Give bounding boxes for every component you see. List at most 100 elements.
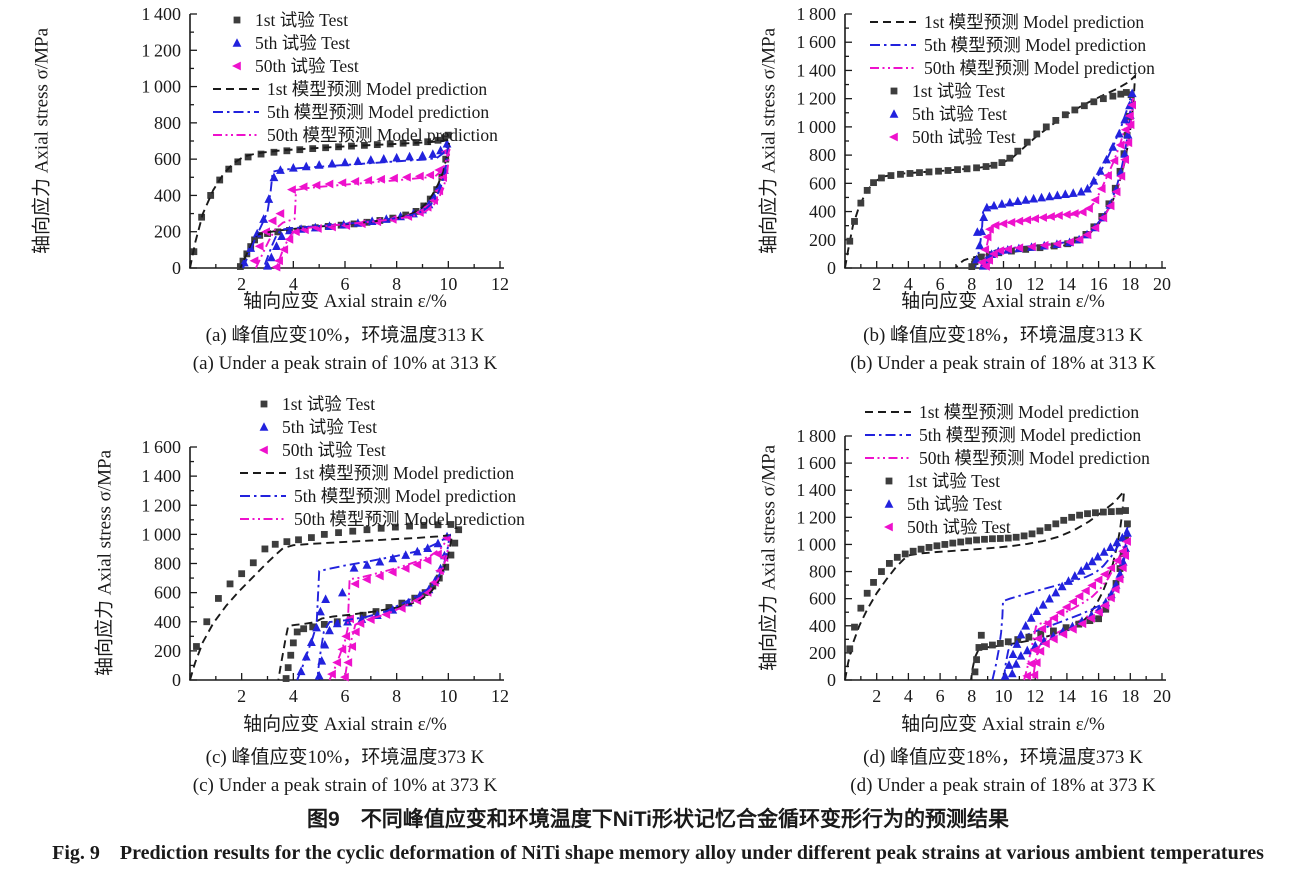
- square-marker: [234, 158, 242, 166]
- square-marker: [1044, 524, 1052, 531]
- square-marker: [1090, 98, 1098, 106]
- triangle-up-marker: [1052, 190, 1062, 200]
- square-marker: [1084, 510, 1091, 518]
- subcaption-a-en: (a) Under a peak strain of 10% at 313 K: [192, 353, 498, 374]
- square-marker: [1107, 508, 1115, 516]
- triangle-left-marker: [438, 173, 447, 183]
- square-marker: [917, 545, 925, 553]
- curve-1st 模型预测 Model prediction: [189, 138, 451, 269]
- triangle-left-marker: [1111, 187, 1121, 197]
- square-marker: [1022, 245, 1030, 253]
- y-tick-label: 1 400: [141, 4, 181, 24]
- triangle-left-marker: [1103, 171, 1112, 180]
- square-marker: [270, 148, 278, 156]
- square-marker: [1020, 532, 1028, 540]
- square-marker: [1052, 116, 1060, 124]
- y-axis-title-d: 轴向应力 Axial stress σ/MPa: [758, 444, 780, 672]
- x-tick-label: 10: [995, 686, 1013, 706]
- square-marker: [308, 534, 315, 541]
- triangle-left-marker: [1120, 551, 1130, 560]
- square-marker: [207, 192, 215, 199]
- square-marker: [1076, 511, 1083, 519]
- y-tick-label: 0: [172, 258, 181, 278]
- square-marker: [990, 161, 998, 169]
- triangle-up-marker: [884, 499, 894, 508]
- triangle-up-marker: [232, 38, 242, 47]
- triangle-up-marker: [263, 261, 272, 270]
- subcaption-b-zh: (b) 峰值应变18%，环境温度313 K: [863, 325, 1143, 346]
- square-marker: [977, 253, 985, 261]
- triangle-up-marker: [1076, 186, 1086, 196]
- triangle-left-marker: [414, 171, 424, 181]
- triangle-left-marker: [982, 232, 992, 242]
- square-marker: [411, 594, 419, 602]
- triangle-up-marker: [1057, 581, 1067, 591]
- x-tick-label: 6: [936, 686, 945, 706]
- subplot-b: 2 4 6 8 10 12 14 16 18 20 0 200 400 600 800 1 000 1 200 1…: [658, 0, 1316, 400]
- triangle-left-marker: [1035, 646, 1045, 656]
- y-tick-label: 800: [154, 113, 181, 133]
- x-tick-label: 4: [904, 274, 913, 294]
- square-marker: [287, 651, 295, 659]
- square-marker: [1036, 527, 1044, 535]
- triangle-up-marker: [259, 422, 269, 431]
- triangle-up-marker: [1045, 593, 1054, 603]
- triangle-left-marker: [361, 575, 371, 584]
- curve-1st 模型预测 Model prediction: [844, 488, 1126, 681]
- x-tick-label: 12: [491, 686, 509, 706]
- x-tick-label: 18: [1121, 686, 1139, 706]
- triangle-up-marker: [296, 666, 306, 676]
- square-marker: [244, 153, 252, 161]
- triangle-up-marker: [1038, 599, 1048, 609]
- triangle-left-marker: [1120, 125, 1130, 135]
- square-marker: [406, 522, 413, 530]
- x-tick-label: 10: [439, 274, 457, 294]
- triangle-left-marker: [1052, 239, 1062, 249]
- square-marker: [289, 639, 297, 647]
- triangle-left-marker: [1061, 210, 1071, 219]
- curve-50th 模型预测 Model prediction: [255, 148, 451, 269]
- triangle-left-marker: [355, 619, 365, 628]
- triangle-up-marker: [997, 199, 1007, 208]
- square-marker: [300, 625, 308, 633]
- square-marker: [897, 170, 904, 178]
- triangle-left-marker: [998, 219, 1008, 229]
- triangle-left-marker: [1114, 574, 1124, 584]
- triangle-up-marker: [332, 618, 342, 628]
- triangle-up-marker: [1127, 88, 1137, 98]
- triangle-left-marker: [402, 172, 411, 182]
- legend-label: 5th 试验 Test: [912, 104, 1007, 124]
- y-axis-title-a: 轴向应力 Axial stress σ/MPa: [31, 27, 53, 255]
- square-marker: [377, 524, 385, 532]
- square-marker: [863, 186, 871, 194]
- triangle-left-marker: [337, 178, 347, 188]
- triangle-left-marker: [1125, 120, 1135, 130]
- legend-label: 1st 模型预测 Model prediction: [924, 12, 1144, 32]
- triangle-up-marker: [325, 625, 334, 635]
- legend-label: 5th 模型预测 Model prediction: [924, 35, 1146, 55]
- square-marker: [260, 400, 268, 408]
- square-marker: [863, 589, 871, 597]
- square-marker: [1117, 90, 1125, 98]
- y-tick-label: 1 600: [796, 32, 836, 52]
- legend-label: 1st 模型预测 Model prediction: [294, 463, 514, 483]
- square-marker: [885, 560, 893, 567]
- square-marker: [274, 228, 282, 236]
- triangle-up-marker: [366, 155, 376, 164]
- triangle-left-marker: [995, 246, 1005, 256]
- triangle-up-marker: [1089, 175, 1099, 185]
- triangle-up-marker: [1112, 537, 1122, 547]
- triangle-left-marker: [1040, 639, 1050, 649]
- triangle-up-marker: [1011, 659, 1021, 668]
- x-tick-label: 8: [392, 686, 401, 706]
- curve-1st 模型预测 Model prediction: [189, 533, 454, 681]
- x-tick-label: 4: [289, 274, 298, 294]
- triangle-left-marker: [1123, 138, 1133, 148]
- triangle-up-marker: [1070, 571, 1080, 580]
- x-tick-label: 12: [1026, 274, 1044, 294]
- y-tick-label: 800: [154, 554, 181, 574]
- square-marker: [971, 668, 979, 676]
- triangle-left-marker: [1090, 195, 1100, 205]
- triangle-left-marker: [1022, 671, 1032, 681]
- triangle-up-marker: [418, 150, 427, 160]
